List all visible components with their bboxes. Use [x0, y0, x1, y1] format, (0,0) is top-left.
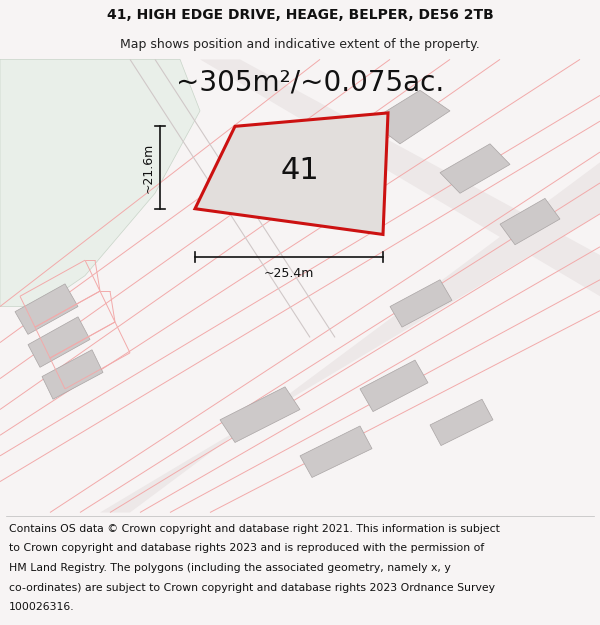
- Text: 100026316.: 100026316.: [9, 602, 74, 612]
- Polygon shape: [15, 284, 78, 334]
- Polygon shape: [0, 59, 200, 306]
- Polygon shape: [200, 59, 600, 296]
- Polygon shape: [500, 198, 560, 245]
- Polygon shape: [370, 90, 450, 144]
- Polygon shape: [440, 144, 510, 193]
- Polygon shape: [220, 387, 300, 442]
- Polygon shape: [195, 113, 388, 234]
- Polygon shape: [0, 59, 600, 512]
- Text: ~21.6m: ~21.6m: [142, 142, 155, 192]
- Polygon shape: [390, 280, 452, 327]
- Text: 41, HIGH EDGE DRIVE, HEAGE, BELPER, DE56 2TB: 41, HIGH EDGE DRIVE, HEAGE, BELPER, DE56…: [107, 8, 493, 22]
- Polygon shape: [300, 426, 372, 478]
- Text: to Crown copyright and database rights 2023 and is reproduced with the permissio: to Crown copyright and database rights 2…: [9, 543, 484, 554]
- Text: ~25.4m: ~25.4m: [264, 267, 314, 280]
- Text: Contains OS data © Crown copyright and database right 2021. This information is : Contains OS data © Crown copyright and d…: [9, 524, 500, 534]
- Polygon shape: [100, 162, 600, 512]
- Text: HM Land Registry. The polygons (including the associated geometry, namely x, y: HM Land Registry. The polygons (includin…: [9, 563, 451, 573]
- Polygon shape: [28, 317, 90, 368]
- Text: ~305m²/~0.075ac.: ~305m²/~0.075ac.: [176, 68, 444, 96]
- Text: Map shows position and indicative extent of the property.: Map shows position and indicative extent…: [120, 38, 480, 51]
- Polygon shape: [42, 350, 103, 399]
- Polygon shape: [430, 399, 493, 446]
- Polygon shape: [360, 360, 428, 412]
- Text: co-ordinates) are subject to Crown copyright and database rights 2023 Ordnance S: co-ordinates) are subject to Crown copyr…: [9, 582, 495, 592]
- Text: 41: 41: [281, 156, 320, 185]
